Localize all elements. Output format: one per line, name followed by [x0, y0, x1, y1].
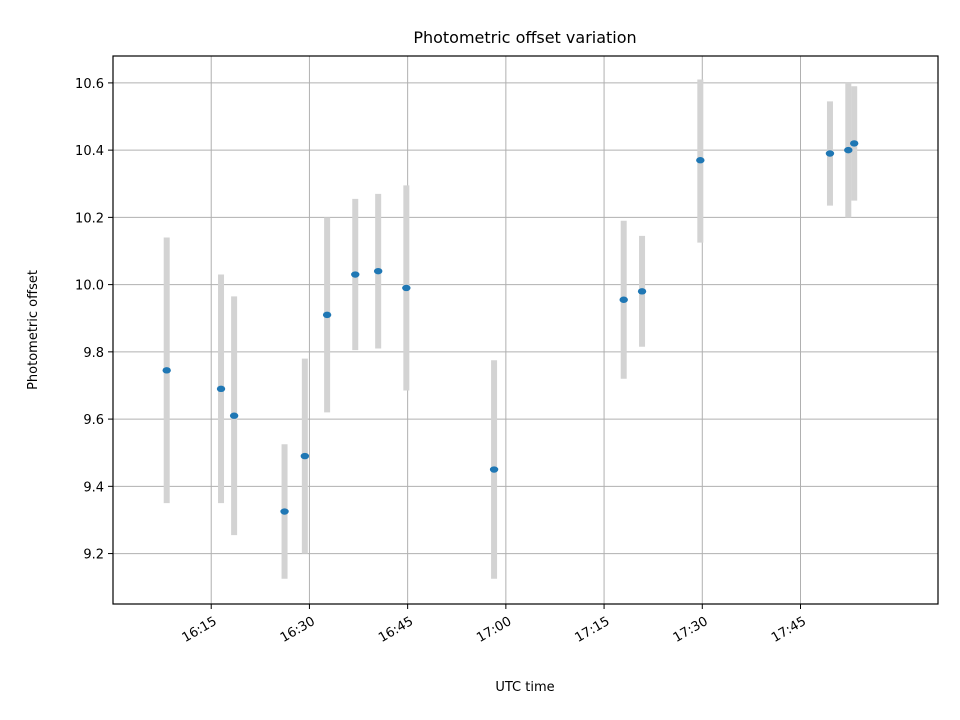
data-point — [844, 146, 853, 154]
data-series — [162, 79, 859, 579]
y-tick-label: 9.4 — [83, 480, 104, 495]
y-axis-label: Photometric offset — [26, 270, 41, 390]
y-tick-label: 10.2 — [75, 211, 104, 226]
data-point — [351, 271, 360, 278]
y-tick-label: 9.6 — [83, 413, 104, 428]
x-axis-label: UTC time — [495, 680, 554, 695]
data-point — [696, 157, 705, 164]
data-point — [322, 311, 332, 319]
y-tick-label: 9.2 — [83, 548, 104, 563]
data-point — [162, 367, 171, 374]
data-point — [402, 284, 411, 292]
chart-title: Photometric offset variation — [413, 28, 636, 47]
data-point — [489, 466, 499, 473]
data-point — [373, 267, 383, 275]
data-point — [825, 150, 835, 157]
y-tick-label: 10.6 — [75, 77, 104, 92]
y-tick-label: 9.8 — [83, 346, 104, 361]
y-tick-label: 10.0 — [75, 279, 104, 294]
data-point — [229, 412, 239, 419]
data-point — [300, 452, 310, 460]
data-point — [637, 288, 647, 295]
plot-frame — [112, 55, 939, 605]
data-point — [216, 385, 226, 393]
data-point — [280, 508, 289, 515]
y-tick-label: 10.4 — [75, 144, 104, 159]
data-point — [619, 296, 628, 303]
data-point — [849, 140, 859, 147]
